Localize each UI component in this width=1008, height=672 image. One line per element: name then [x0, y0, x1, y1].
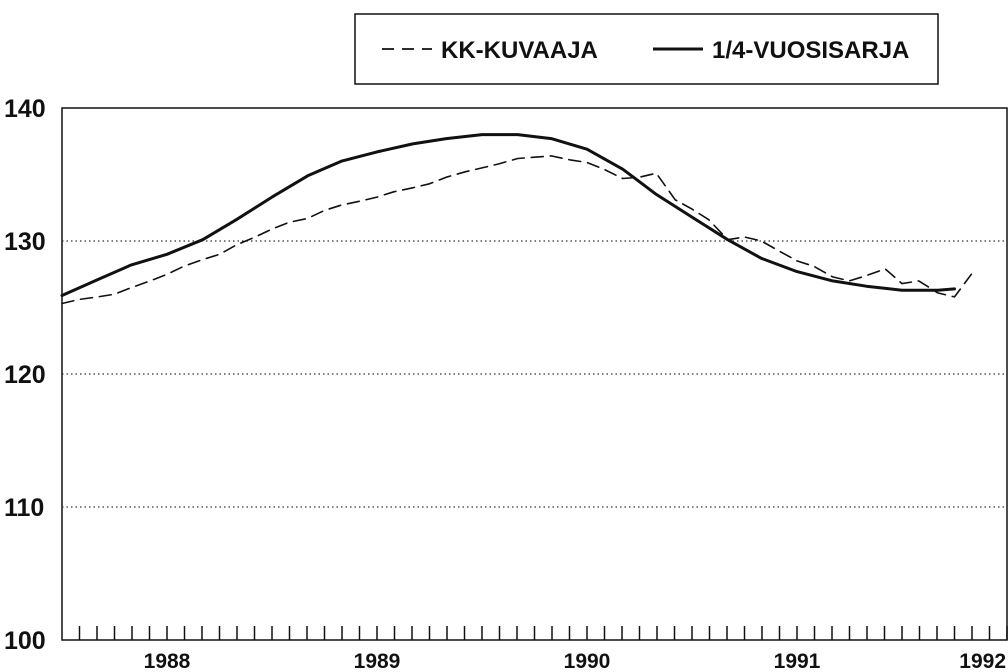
legend: KK-KUVAAJA 1/4-VUOSISARJA [354, 13, 939, 85]
legend-label-kk-kuvaaja: KK-KUVAAJA [441, 37, 598, 64]
x-tick-label-1992: 1992 [959, 650, 1006, 672]
x-tick-label-1991: 1991 [774, 650, 821, 672]
series-lines [60, 133, 973, 305]
x-tick-label-1988: 1988 [144, 650, 191, 672]
x-tick-label-1990: 1990 [564, 650, 611, 672]
y-tick-label-100: 100 [4, 627, 46, 655]
y-axis: 100 110 120 130 140 [4, 95, 46, 655]
y-tick-label-130: 130 [4, 228, 46, 256]
legend-box [354, 13, 939, 85]
y-tick-label-120: 120 [4, 361, 46, 389]
y-tick-label-110: 110 [4, 494, 44, 522]
y-tick-label-140: 140 [4, 95, 46, 123]
x-tick-label-1989: 1989 [354, 650, 401, 672]
series-line-vuosisarja [60, 133, 956, 297]
series-line-kk-kuvaaja [61, 155, 973, 305]
grid-lines [62, 240, 1007, 508]
x-axis: 1988 1989 1990 1991 1992 [78, 626, 1008, 672]
legend-label-vuosisarja: 1/4-VUOSISARJA [712, 37, 909, 64]
